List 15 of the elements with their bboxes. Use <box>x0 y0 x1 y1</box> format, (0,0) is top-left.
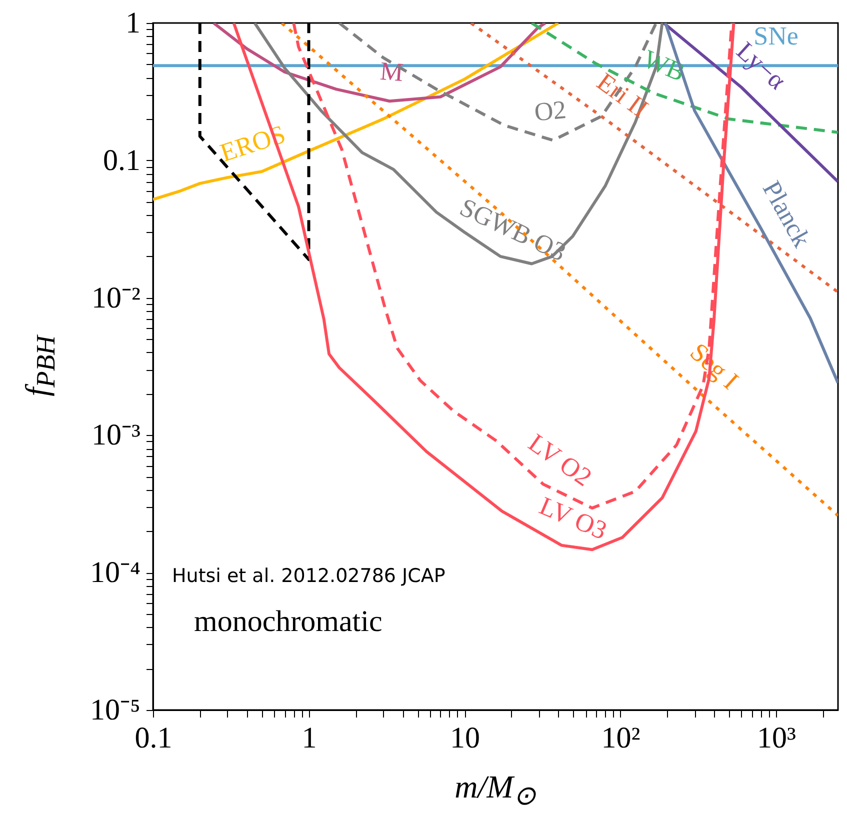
x-tick-label: 10³ <box>757 722 796 754</box>
text: LV O3 <box>535 491 612 546</box>
annotation: monochromatic <box>194 605 384 639</box>
text: O2 <box>533 95 568 127</box>
x-tick-label: 10² <box>601 722 640 754</box>
x-tick-label: 1 <box>302 722 317 754</box>
x-axis-title: m/M$_{⊙}$ <box>454 768 536 812</box>
y-tick-label: 1 <box>126 6 140 40</box>
x-tick-label: 10 <box>450 722 480 754</box>
text: LV O2 <box>523 428 598 492</box>
y-tick-label: 10⁻⁴ <box>90 556 140 590</box>
y-tick-label: 10⁻³ <box>92 418 140 452</box>
y-tick-label: 10⁻² <box>92 281 140 314</box>
y-tick-label: 0.1 <box>103 144 140 177</box>
annotation: Hutsi et al. 2012.02786 JCAP <box>172 565 446 587</box>
